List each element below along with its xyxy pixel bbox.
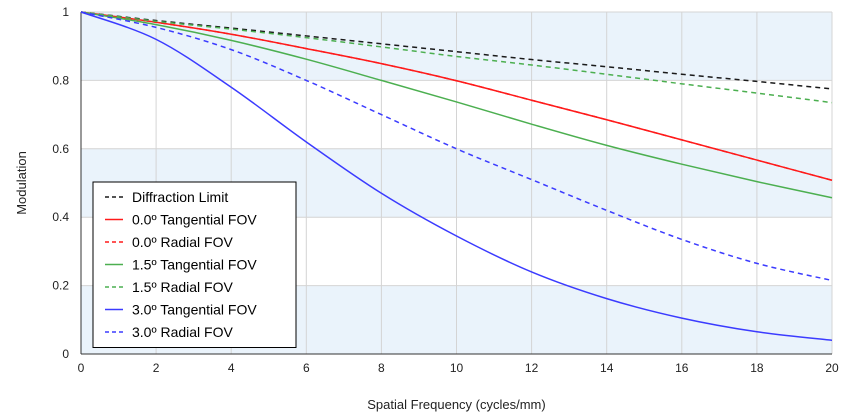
x-tick-label: 18 xyxy=(750,361,764,375)
axes xyxy=(80,12,832,355)
y-tick-label: 1 xyxy=(62,5,69,19)
x-tick-label: 4 xyxy=(228,361,235,375)
y-tick-label: 0 xyxy=(62,347,69,361)
legend-label: 3.0º Tangential FOV xyxy=(132,302,257,318)
legend: Diffraction Limit 0.0º Tangential FOV 0.0º… xyxy=(92,181,297,348)
legend-label: 3.0º Radial FOV xyxy=(132,324,233,340)
series-line-6 xyxy=(80,11,833,342)
x-tick-label: 10 xyxy=(450,361,464,375)
y-tick-label: 0.4 xyxy=(52,210,69,224)
series-line-5 xyxy=(80,11,833,104)
series-line-3 xyxy=(80,11,833,181)
legend-box xyxy=(92,181,297,348)
legend-label: 0.0º Radial FOV xyxy=(132,234,233,250)
series-lines xyxy=(80,11,833,342)
y-tick-label: 0.8 xyxy=(52,73,69,87)
series-line-7 xyxy=(80,11,833,282)
x-tick-label: 8 xyxy=(378,361,385,375)
legend-label: 1.5º Radial FOV xyxy=(132,279,233,295)
y-tick-label: 0.2 xyxy=(52,279,69,293)
series-line-4 xyxy=(80,11,833,199)
x-tick-label: 14 xyxy=(600,361,614,375)
x-tick-label: 12 xyxy=(525,361,539,375)
x-tick-label: 16 xyxy=(675,361,689,375)
x-tick-label: 2 xyxy=(153,361,160,375)
y-axis-title: Modulation xyxy=(14,151,29,215)
legend-label: 1.5º Tangential FOV xyxy=(132,257,257,273)
x-tick-label: 20 xyxy=(825,361,839,375)
x-tick-label: 0 xyxy=(78,361,85,375)
x-tick-label: 6 xyxy=(303,361,310,375)
legend-label: 0.0º Tangential FOV xyxy=(132,212,257,228)
series-line-1 xyxy=(80,11,833,90)
tick-labels: 0 2 4 6 8 10 12 14 16 18 20 0 0.2 0.4 0.6 0.8 1 xyxy=(52,5,839,375)
x-axis-title: Spatial Frequency (cycles/mm) xyxy=(367,397,545,412)
legend-label: Diffraction Limit xyxy=(132,189,228,205)
y-tick-label: 0.6 xyxy=(52,142,69,156)
